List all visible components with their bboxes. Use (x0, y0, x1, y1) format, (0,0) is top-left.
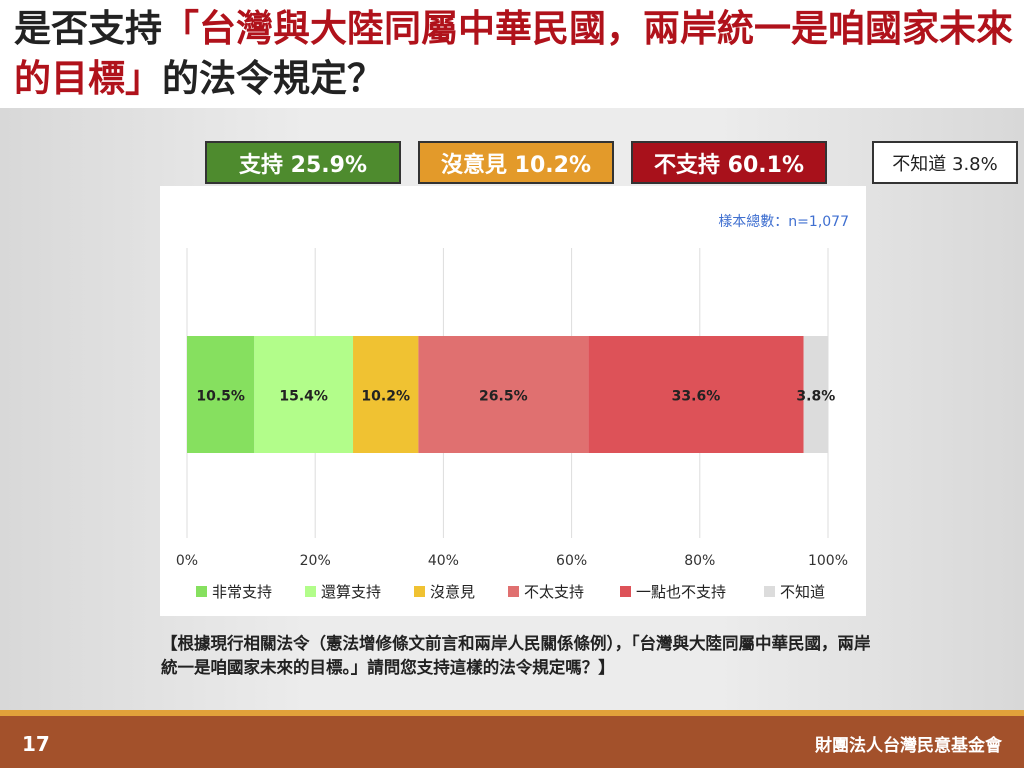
stacked-bar-chart: 樣本總數：n=1,077 0% 20% 40% 60% 80% 100% 10.5% 15.4%… (176, 213, 849, 601)
legend-label: 不太支持 (524, 583, 584, 601)
bar-segment (588, 336, 804, 453)
title-quote: 「台灣與大陸同屬中華民國，兩岸統一是咱國家未來的目標」 (14, 7, 1013, 100)
sample-size-annotation: 樣本總數：n=1,077 (718, 213, 849, 230)
legend-swatch (764, 586, 775, 597)
legend-label: 一點也不支持 (636, 583, 726, 601)
bar-segment (254, 336, 354, 453)
bar-segment (187, 336, 255, 453)
summary-unknown-box: 不知道 3.8% (872, 141, 1018, 184)
organization-name: 財團法人台灣民意基金會 (815, 736, 1002, 756)
summary-oppose-box: 不支持 60.1% (631, 141, 827, 184)
title-suffix: 的法令規定？ (162, 57, 384, 100)
question-text: 【根據現行相關法令（憲法增修條文前言和兩岸人民關係條例），「台灣與大陸同屬中華民… (161, 634, 871, 677)
data-label: 10.2% (361, 389, 410, 405)
summary-support-box: 支持 25.9% (205, 141, 401, 184)
x-tick-label: 80% (684, 553, 715, 569)
x-tick-label: 60% (556, 553, 587, 569)
footer-bar: 17 財團法人台灣民意基金會 (0, 716, 1024, 768)
bar-segment (803, 336, 828, 453)
data-label: 33.6% (672, 389, 721, 405)
page-number: 17 (22, 732, 50, 756)
bar-segment (353, 336, 419, 453)
x-tick-label: 0% (176, 553, 198, 569)
data-label: 26.5% (479, 389, 528, 405)
legend-label: 還算支持 (321, 583, 381, 601)
x-tick-label: 100% (808, 553, 848, 569)
x-tick-label: 40% (428, 553, 459, 569)
data-label: 10.5% (196, 389, 245, 405)
summary-neutral-box: 沒意見 10.2% (418, 141, 614, 184)
legend-swatch (508, 586, 519, 597)
page-title: 是否支持「台灣與大陸同屬中華民國，兩岸統一是咱國家未來的目標」的法令規定？ (14, 4, 1014, 104)
x-tick-label: 20% (300, 553, 331, 569)
data-label: 3.8% (796, 389, 835, 405)
legend-label: 沒意見 (430, 583, 475, 601)
bar-segment (418, 336, 589, 453)
legend-swatch (305, 586, 316, 597)
legend-swatch (196, 586, 207, 597)
chart-panel: 樣本總數：n=1,077 0% 20% 40% 60% 80% 100% 10.5% 15.4%… (160, 186, 866, 616)
legend-swatch (414, 586, 425, 597)
title-prefix: 是否支持 (14, 7, 162, 50)
legend-swatch (620, 586, 631, 597)
legend-label: 不知道 (780, 583, 825, 601)
legend-label: 非常支持 (212, 583, 272, 601)
title-area: 是否支持「台灣與大陸同屬中華民國，兩岸統一是咱國家未來的目標」的法令規定？ (0, 0, 1024, 108)
data-label: 15.4% (279, 389, 328, 405)
footer-accent-line (0, 710, 1024, 716)
